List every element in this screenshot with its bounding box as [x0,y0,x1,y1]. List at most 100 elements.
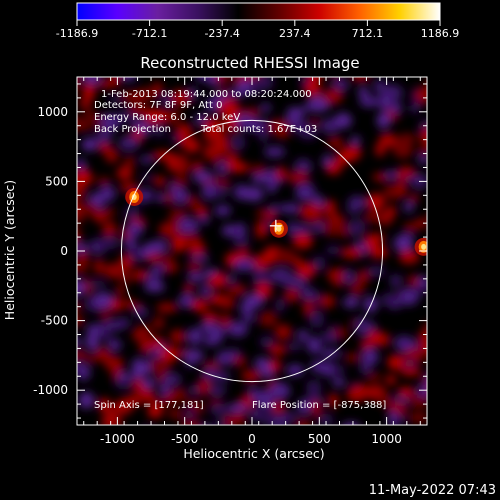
axis-ticks [77,77,427,425]
annotation-time-range: 1-Feb-2013 08:19:44.000 to 08:20:24.000 [101,89,312,100]
noise-blob [212,131,229,146]
noise-blob [214,205,232,216]
noise-blob [140,427,154,435]
noise-blob [77,303,81,312]
noise-blob [376,111,391,129]
noise-blob [392,414,407,424]
noise-blob [152,81,163,98]
noise-blob [198,284,213,299]
noise-blob [195,77,207,81]
annotation-detectors: Detectors: 7F 8F 9F, Att 0 [94,100,222,111]
noise-blob [398,287,419,306]
noise-blob [326,214,345,226]
noise-blob [352,77,370,82]
noise-blob [432,169,448,183]
noise-blob [285,275,308,291]
y-tick-label: -1000 [33,383,68,397]
noise-blob [86,323,106,337]
noise-blob [108,339,122,351]
noise-blob [416,218,427,228]
noise-blob [271,400,286,414]
noise-blob [383,183,403,201]
noise-blob [347,197,361,215]
noise-blob [133,269,146,281]
noise-blob [414,86,427,104]
noise-blob [226,152,239,165]
noise-blob [375,392,392,406]
noise-blob [194,114,208,125]
noise-blob [426,378,427,385]
noise-blob [249,77,263,95]
noise-blob [432,303,444,311]
noise-blob [87,280,107,289]
noise-blob [202,182,218,200]
noise-blob [173,160,190,175]
noise-blob [357,269,370,284]
noise-blob [132,91,144,103]
noise-blob [359,96,380,108]
noise-blob [143,389,155,403]
noise-blob [300,287,318,301]
noise-blob [436,399,447,414]
noise-blob [397,386,415,397]
bright-source-core [276,225,282,232]
spin-axis-label: Spin Axis = [177,181] [94,400,204,411]
noise-blob [249,407,262,421]
colorbar-tick-label: -1186.9 [56,27,98,40]
noise-blob [398,249,420,264]
noise-blob [215,160,230,176]
noise-blob [101,415,122,425]
plot-area [76,76,448,435]
noise-blob [142,378,156,389]
noise-blob [96,176,111,187]
noise-blob [364,233,380,250]
noise-blob [77,350,88,360]
noise-blob [269,382,291,400]
noise-blob [219,313,232,329]
noise-blob [243,187,264,202]
noise-blob [185,194,201,209]
noise-blob [77,228,82,244]
noise-blob [141,188,153,202]
noise-blob [213,141,231,154]
colorbar-tick-label: 237.4 [279,27,311,40]
noise-blob [186,260,203,274]
noise-blob [162,262,179,273]
noise-blob [432,159,444,167]
noise-blob [427,77,437,91]
noise-blob [255,220,268,239]
x-tick-label: 1000 [371,432,402,446]
noise-blob [175,123,193,140]
noise-blob [77,337,82,347]
noise-blob [338,148,358,163]
annotation-total-counts: Total counts: 1.67E+03 [200,124,317,135]
noise-blob [403,221,420,233]
colorbar-ticks: -1186.9 -712.1 -237.4 237.4 712.1 1186.9 [56,20,459,40]
noise-blob [378,210,394,226]
noise-blob [249,164,268,176]
y-tick-labels: 1000 500 0 -500 -1000 [33,105,68,397]
noise-blob [286,364,305,377]
noise-blob [286,107,305,120]
noise-blob [275,298,286,312]
noise-blob [322,223,341,236]
noise-blob [97,398,111,412]
noise-blob [77,259,89,275]
noise-blob [229,134,246,151]
noise-blob [208,385,226,396]
noise-blob [258,126,269,143]
noise-blob [343,297,360,308]
noise-blob [385,170,399,180]
noise-blob [287,341,302,352]
footer-timestamp: 11-May-2022 07:43 [369,483,496,498]
noise-blob [159,253,176,263]
noise-blob [111,297,123,312]
noise-blob [331,78,350,92]
noise-blob [275,166,287,181]
noise-blob [374,142,386,157]
noise-blob [269,358,281,373]
noise-blob [400,366,421,377]
noise-blob [305,379,322,395]
noise-blob [387,354,405,370]
